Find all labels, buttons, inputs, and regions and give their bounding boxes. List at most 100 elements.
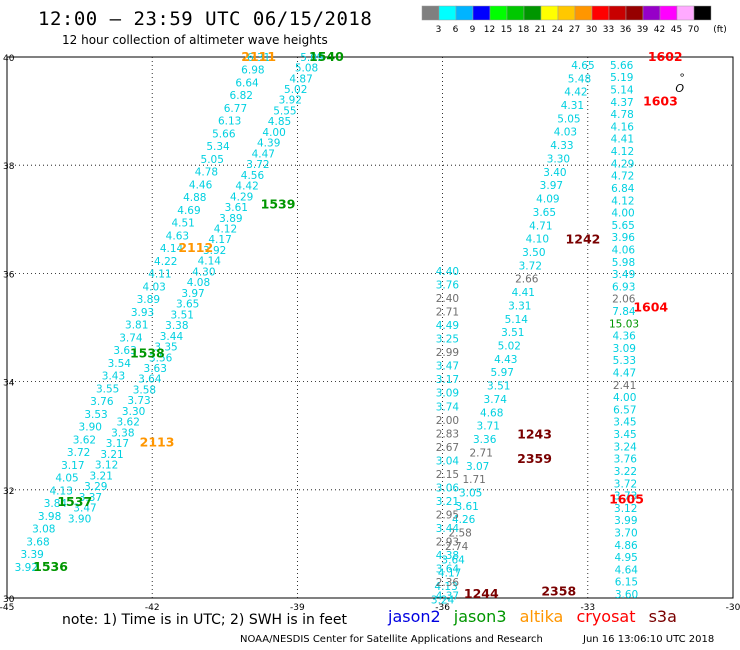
swh-value: 3.90 <box>68 513 91 525</box>
swh-value: 3.64 <box>138 374 162 386</box>
swh-value: 3.64 <box>436 564 460 576</box>
legend-unit: (ft) <box>713 25 727 34</box>
swh-value: 3.76 <box>90 396 114 408</box>
swh-value: 3.73 <box>127 395 150 407</box>
sat-altika: altika <box>519 607 564 626</box>
swh-value: 3.51 <box>487 381 510 393</box>
swh-value: 3.72 <box>614 478 637 490</box>
legend-label: 24 <box>552 25 564 34</box>
swh-value: 4.43 <box>494 354 517 366</box>
swh-value: 3.64 <box>441 554 465 566</box>
swh-value: 4.63 <box>166 230 189 242</box>
lat-tick-label: 38 <box>3 162 15 172</box>
swh-value: 3.17 <box>436 374 459 386</box>
swh-value: 5.98 <box>612 257 635 269</box>
color-legend: 3 6 9 12 15 18 21 24 27 30 33 36 39 42 45 70 (ft) <box>421 5 727 34</box>
track-label: 1540 <box>309 49 344 64</box>
swh-value: 4.95 <box>614 552 637 564</box>
swh-value: 3.25 <box>436 334 459 346</box>
swh-value: 3.45 <box>613 429 636 441</box>
lat-tick-label: 40 <box>3 54 15 64</box>
footer-note: note: 1) Time is in UTC; 2) SWH is in fe… <box>62 612 348 628</box>
track-label: 1244 <box>464 586 499 601</box>
swh-value: 3.73 <box>614 491 637 503</box>
legend-label: 33 <box>603 25 614 34</box>
legend-label: 42 <box>654 25 665 34</box>
swh-value: 2.15 <box>436 469 459 481</box>
lat-tick-label: 32 <box>3 487 14 497</box>
swh-value: 3.74 <box>484 394 508 406</box>
swh-value: 6.13 <box>218 116 241 128</box>
track-label: 1605 <box>609 491 644 506</box>
swh-value: 2.06 <box>612 294 636 306</box>
timestamp: Jun 16 13:06:10 UTC 2018 <box>583 634 715 645</box>
swh-value: 3.38 <box>165 320 188 332</box>
swh-value: 3.08 <box>32 524 55 536</box>
swh-value: 3.47 <box>73 503 96 515</box>
swh-value: 3.21 <box>100 449 123 461</box>
swh-value: 3.99 <box>614 515 637 527</box>
sat-jason3: jason3 <box>453 607 507 626</box>
swh-value: 4.38 <box>436 550 459 562</box>
swh-value: 5.97 <box>491 367 514 379</box>
swh-value: 4.31 <box>561 100 584 112</box>
swh-value: 4.88 <box>183 192 206 204</box>
swh-value: 6.31 <box>247 52 270 64</box>
swh-value: 3.53 <box>84 409 107 421</box>
swh-value: 4.78 <box>195 167 218 179</box>
swh-value: 4.46 <box>189 179 213 191</box>
swh-value: 3.97 <box>181 288 204 300</box>
map-marker: ° <box>679 71 685 84</box>
swh-value: 3.49 <box>612 269 635 281</box>
swh-value: 4.08 <box>187 277 210 289</box>
swh-value: 2.67 <box>436 442 459 454</box>
legend-label: 21 <box>535 25 546 34</box>
swh-value: 3.74 <box>436 401 460 413</box>
swh-value: 3.24 <box>613 441 637 453</box>
swh-value: 4.11 <box>148 269 171 281</box>
track-label: 1536 <box>33 559 68 574</box>
swh-value: 4.12 <box>214 223 237 235</box>
swh-value: 2.93 <box>436 537 459 549</box>
swh-value: 5.05 <box>557 113 580 125</box>
legend-label: 3 <box>436 25 442 34</box>
swh-value: 3.61 <box>225 202 248 214</box>
legend-label: 39 <box>637 25 649 34</box>
swh-value: 1.71 <box>462 474 485 486</box>
swh-value: 3.44 <box>160 331 184 343</box>
swh-value: 4.30 <box>192 266 215 278</box>
lon-tick-label: -39 <box>290 603 305 610</box>
track-label: 1603 <box>643 94 678 109</box>
map-marker: O <box>675 82 684 95</box>
swh-value: 3.05 <box>459 488 482 500</box>
swh-value: 4.13 <box>434 581 457 593</box>
lon-tick-label: -30 <box>726 603 740 610</box>
swh-value: 3.96 <box>612 232 636 244</box>
lon-tick-label: -33 <box>580 603 595 610</box>
swh-value: 3.04 <box>436 455 460 467</box>
swh-value: 4.22 <box>154 256 177 268</box>
swh-value: 3.81 <box>125 320 148 332</box>
lat-tick-label: 34 <box>3 379 15 389</box>
track-label: 2111 <box>241 49 276 64</box>
swh-value: 6.64 <box>235 77 259 89</box>
swh-value: 4.51 <box>171 218 194 230</box>
swh-value: 2.71 <box>470 447 493 459</box>
swh-value: 4.00 <box>611 208 634 220</box>
swh-value: 3.63 <box>144 363 167 375</box>
swh-value: 4.71 <box>529 220 552 232</box>
swh-value: 3.39 <box>20 549 43 561</box>
swh-value: 3.74 <box>119 332 143 344</box>
swh-value: 6.15 <box>615 577 638 589</box>
swh-value: 4.40 <box>436 266 459 278</box>
swh-value: 4.49 <box>436 320 459 332</box>
swh-value: 5.09 <box>300 52 323 64</box>
swh-value: 4.05 <box>55 473 78 485</box>
swh-value: 3.58 <box>133 384 156 396</box>
swh-value: 3.21 <box>436 496 459 508</box>
swh-value: 4.29 <box>230 191 253 203</box>
swh-value: 3.47 <box>436 361 459 373</box>
swh-value: 3.43 <box>102 371 125 383</box>
swh-value: 3.98 <box>38 511 61 523</box>
swh-value: 3.22 <box>614 466 637 478</box>
